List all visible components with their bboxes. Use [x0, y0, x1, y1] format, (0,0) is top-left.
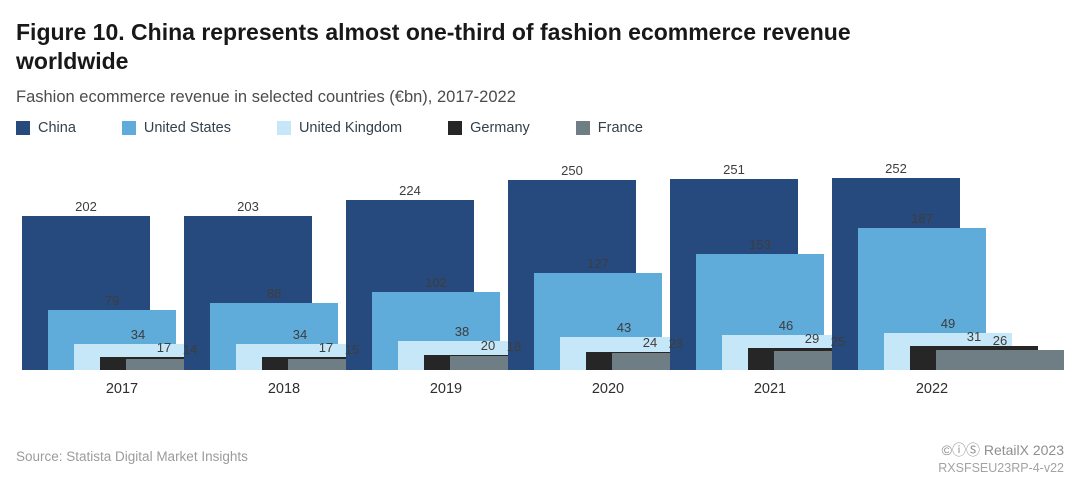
value-label-germany-2022: 31	[966, 329, 982, 345]
legend-swatch-united-kingdom	[276, 121, 291, 135]
legend-label: United Kingdom	[298, 120, 403, 136]
value-label-united-states-2019: 102	[425, 275, 447, 291]
x-axis-label-2017: 2017	[105, 381, 139, 397]
figure-subtitle: Fashion ecommerce revenue in selected co…	[16, 88, 516, 106]
x-axis-label-2022: 2022	[915, 381, 949, 397]
legend-label: Germany	[470, 120, 530, 136]
legend-label: United States	[143, 120, 231, 136]
legend-swatch-germany	[448, 121, 463, 135]
value-label-china-2018: 203	[237, 198, 259, 214]
legend-item-china: China	[16, 120, 76, 136]
value-label-france-2019: 18	[506, 339, 522, 355]
license-credit: ©ⓘⓈ RetailX 2023	[941, 442, 1064, 458]
value-label-france-2017: 14	[182, 342, 198, 358]
legend-item-united-states: United States	[121, 120, 231, 136]
value-label-china-2021: 251	[723, 162, 745, 178]
x-axis-label-2021: 2021	[753, 381, 787, 397]
value-label-germany-2021: 29	[804, 330, 820, 346]
source-note: Source: Statista Digital Market Insights	[16, 449, 248, 464]
credit-block: ©ⓘⓈ RetailX 2023 RXSFSEU23RP-4-v22	[938, 440, 1064, 475]
value-label-france-2021: 25	[830, 334, 846, 349]
legend-swatch-france	[575, 121, 590, 135]
legend-label: China	[38, 120, 76, 136]
legend: China United States United Kingdom Germany F…	[16, 120, 643, 136]
value-label-united-kingdom-2020: 43	[616, 320, 632, 336]
value-label-china-2020: 250	[561, 163, 583, 178]
value-label-united-states-2022: 187	[911, 210, 933, 226]
legend-item-france: France	[575, 120, 643, 136]
legend-swatch-china	[16, 121, 30, 135]
value-label-united-kingdom-2018: 34	[292, 327, 308, 343]
value-label-united-states-2017: 79	[104, 292, 120, 308]
value-label-united-kingdom-2017: 34	[130, 327, 146, 343]
value-label-china-2019: 224	[399, 182, 421, 198]
value-label-france-2022: 26	[992, 333, 1008, 349]
value-label-united-states-2020: 127	[587, 256, 609, 272]
value-label-germany-2018: 17	[318, 340, 334, 356]
chart-area: 202 79 34 17 14 2017 203 88 34 17 15 2018 224 102 38 20…	[0, 150, 1080, 410]
value-label-united-states-2018: 88	[266, 286, 282, 302]
legend-item-united-kingdom: United Kingdom	[276, 120, 403, 136]
report-code: RXSFSEU23RP-4-v22	[938, 461, 1064, 475]
legend-item-germany: Germany	[448, 120, 530, 136]
bar-france-2022	[936, 350, 1064, 370]
figure-title: Figure 10. China represents almost one-t…	[16, 19, 851, 75]
legend-swatch-united-states	[121, 121, 136, 135]
value-label-united-kingdom-2019: 38	[454, 324, 470, 340]
value-label-germany-2017: 17	[156, 340, 172, 356]
x-axis-label-2020: 2020	[591, 381, 625, 397]
legend-label: France	[597, 120, 643, 136]
value-label-china-2017: 202	[75, 199, 97, 215]
value-label-united-states-2021: 153	[749, 236, 771, 252]
value-label-china-2022: 252	[885, 161, 907, 177]
value-label-united-kingdom-2022: 49	[940, 315, 956, 331]
value-label-germany-2019: 20	[480, 337, 496, 353]
x-axis-label-2018: 2018	[267, 381, 301, 397]
x-axis-label-2019: 2019	[429, 381, 463, 397]
value-label-germany-2020: 24	[642, 334, 658, 350]
value-label-france-2018: 15	[344, 341, 360, 357]
value-label-united-kingdom-2021: 46	[778, 318, 794, 334]
value-label-france-2020: 23	[668, 335, 684, 351]
